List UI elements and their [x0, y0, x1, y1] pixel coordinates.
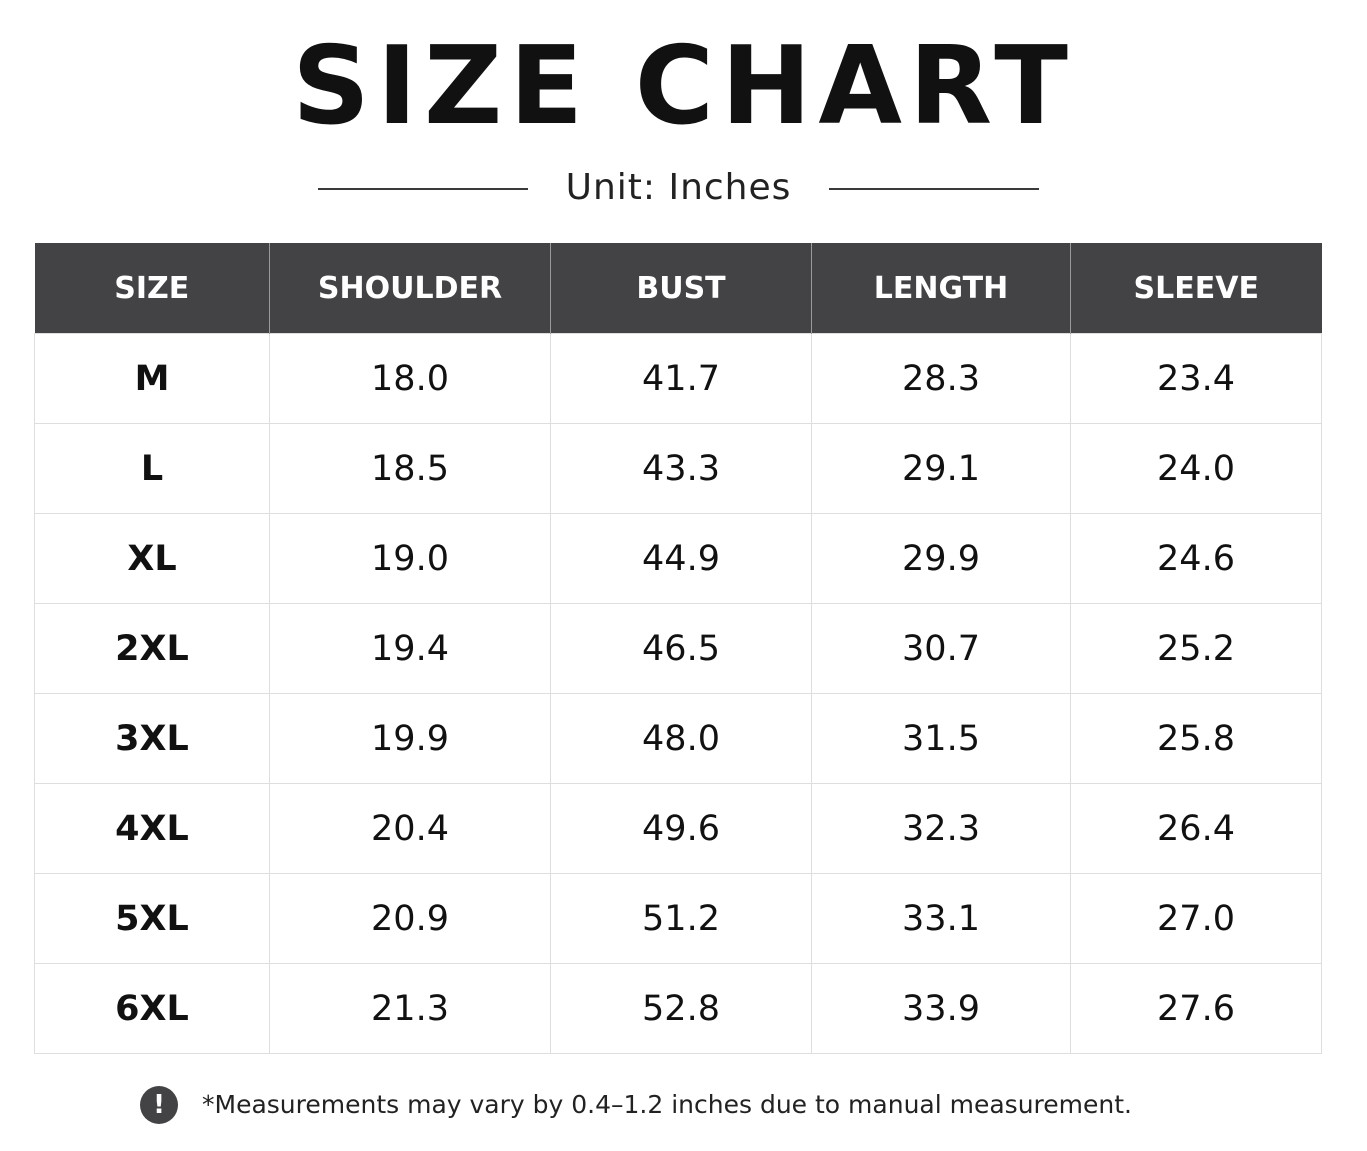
divider-right: [829, 188, 1039, 190]
sleeve-cell: 27.0: [1070, 873, 1322, 964]
column-header-shoulder: SHOULDER: [269, 243, 551, 334]
size-cell: 5XL: [34, 873, 270, 964]
table-row: 4XL 20.4 49.6 32.3 26.4: [34, 783, 1322, 874]
measurement-note: ! *Measurements may vary by 0.4–1.2 inch…: [140, 1085, 1240, 1125]
table-row: 2XL 19.4 46.5 30.7 25.2: [34, 603, 1322, 694]
shoulder-cell: 18.5: [269, 423, 551, 514]
bust-cell: 44.9: [550, 513, 812, 604]
length-cell: 31.5: [811, 693, 1071, 784]
size-cell: XL: [34, 513, 270, 604]
sleeve-cell: 25.8: [1070, 693, 1322, 784]
table-row: 3XL 19.9 48.0 31.5 25.8: [34, 693, 1322, 784]
exclamation-icon: !: [140, 1086, 178, 1124]
bust-cell: 41.7: [550, 333, 812, 424]
bust-cell: 43.3: [550, 423, 812, 514]
shoulder-cell: 20.4: [269, 783, 551, 874]
length-cell: 33.1: [811, 873, 1071, 964]
length-cell: 32.3: [811, 783, 1071, 874]
size-cell: 2XL: [34, 603, 270, 694]
size-cell: 6XL: [34, 963, 270, 1054]
bust-cell: 49.6: [550, 783, 812, 874]
length-cell: 29.9: [811, 513, 1071, 604]
shoulder-cell: 19.9: [269, 693, 551, 784]
length-cell: 28.3: [811, 333, 1071, 424]
size-cell: 3XL: [34, 693, 270, 784]
sleeve-cell: 24.0: [1070, 423, 1322, 514]
page-title: SIZE CHART: [292, 24, 1075, 149]
sleeve-cell: 23.4: [1070, 333, 1322, 424]
length-cell: 29.1: [811, 423, 1071, 514]
unit-row: Unit: Inches: [0, 164, 1367, 212]
table-row: 6XL 21.3 52.8 33.9 27.6: [34, 963, 1322, 1054]
column-header-bust: BUST: [550, 243, 812, 334]
bust-cell: 52.8: [550, 963, 812, 1054]
size-cell: 4XL: [34, 783, 270, 874]
length-cell: 30.7: [811, 603, 1071, 694]
column-header-size: SIZE: [34, 243, 270, 334]
table-row: L 18.5 43.3 29.1 24.0: [34, 423, 1322, 514]
column-header-length: LENGTH: [811, 243, 1071, 334]
size-cell: L: [34, 423, 270, 514]
size-cell: M: [34, 333, 270, 424]
bust-cell: 48.0: [550, 693, 812, 784]
sleeve-cell: 25.2: [1070, 603, 1322, 694]
table-row: 5XL 20.9 51.2 33.1 27.0: [34, 873, 1322, 964]
note-text: *Measurements may vary by 0.4–1.2 inches…: [202, 1090, 1132, 1119]
unit-label: Unit: Inches: [565, 167, 792, 208]
table-body: M 18.0 41.7 28.3 23.4 L 18.5 43.3 29.1 2…: [34, 333, 1322, 1054]
shoulder-cell: 19.0: [269, 513, 551, 604]
table-header-row: SIZE SHOULDER BUST LENGTH SLEEVE: [34, 243, 1322, 334]
shoulder-cell: 21.3: [269, 963, 551, 1054]
bust-cell: 46.5: [550, 603, 812, 694]
table-row: M 18.0 41.7 28.3 23.4: [34, 333, 1322, 424]
bust-cell: 51.2: [550, 873, 812, 964]
length-cell: 33.9: [811, 963, 1071, 1054]
shoulder-cell: 18.0: [269, 333, 551, 424]
sleeve-cell: 27.6: [1070, 963, 1322, 1054]
table-row: XL 19.0 44.9 29.9 24.6: [34, 513, 1322, 604]
sleeve-cell: 26.4: [1070, 783, 1322, 874]
column-header-sleeve: SLEEVE: [1070, 243, 1322, 334]
shoulder-cell: 19.4: [269, 603, 551, 694]
divider-left: [318, 188, 528, 190]
sleeve-cell: 24.6: [1070, 513, 1322, 604]
shoulder-cell: 20.9: [269, 873, 551, 964]
size-chart-table: SIZE SHOULDER BUST LENGTH SLEEVE M 18.0 …: [34, 243, 1322, 1054]
